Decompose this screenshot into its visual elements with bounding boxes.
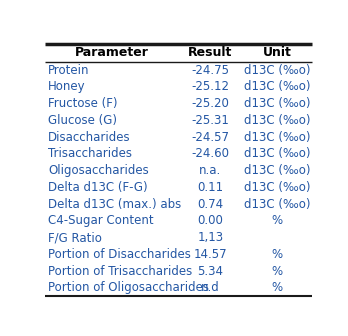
Text: d13C (‰o): d13C (‰o) bbox=[244, 97, 310, 110]
Text: d13C (‰o): d13C (‰o) bbox=[244, 64, 310, 77]
Text: Oligosaccharides: Oligosaccharides bbox=[48, 164, 149, 177]
Text: Honey: Honey bbox=[48, 80, 86, 93]
Text: d13C (‰o): d13C (‰o) bbox=[244, 148, 310, 160]
Text: C4-Sugar Content: C4-Sugar Content bbox=[48, 214, 154, 227]
Text: 0.11: 0.11 bbox=[197, 181, 223, 194]
Text: Parameter: Parameter bbox=[75, 46, 149, 59]
Text: Protein: Protein bbox=[48, 64, 89, 77]
Text: -24.75: -24.75 bbox=[191, 64, 229, 77]
Text: Portion of Oligosaccharides: Portion of Oligosaccharides bbox=[48, 281, 209, 294]
Text: Delta d13C (max.) abs: Delta d13C (max.) abs bbox=[48, 198, 181, 211]
Text: -25.31: -25.31 bbox=[191, 114, 229, 127]
Text: 0.00: 0.00 bbox=[197, 214, 223, 227]
Text: d13C (‰o): d13C (‰o) bbox=[244, 181, 310, 194]
Text: %: % bbox=[271, 248, 283, 261]
Text: %: % bbox=[271, 264, 283, 278]
Text: d13C (‰o): d13C (‰o) bbox=[244, 114, 310, 127]
Text: F/G Ratio: F/G Ratio bbox=[48, 231, 102, 244]
Text: Fructose (F): Fructose (F) bbox=[48, 97, 118, 110]
Text: d13C (‰o): d13C (‰o) bbox=[244, 164, 310, 177]
Text: Portion of Disaccharides: Portion of Disaccharides bbox=[48, 248, 191, 261]
Text: 0.74: 0.74 bbox=[197, 198, 223, 211]
Text: d13C (‰o): d13C (‰o) bbox=[244, 80, 310, 93]
Text: -25.12: -25.12 bbox=[191, 80, 229, 93]
Text: d13C (‰o): d13C (‰o) bbox=[244, 198, 310, 211]
Text: 1,13: 1,13 bbox=[197, 231, 223, 244]
Text: -25.20: -25.20 bbox=[191, 97, 229, 110]
Text: 5.34: 5.34 bbox=[197, 264, 223, 278]
Text: d13C (‰o): d13C (‰o) bbox=[244, 131, 310, 143]
Text: Disaccharides: Disaccharides bbox=[48, 131, 131, 143]
Text: Glucose (G): Glucose (G) bbox=[48, 114, 117, 127]
Text: n.a.: n.a. bbox=[199, 164, 222, 177]
Text: Unit: Unit bbox=[263, 46, 292, 59]
Text: Portion of Trisaccharides: Portion of Trisaccharides bbox=[48, 264, 192, 278]
Text: %: % bbox=[271, 281, 283, 294]
Text: Trisaccharides: Trisaccharides bbox=[48, 148, 132, 160]
Text: -24.57: -24.57 bbox=[191, 131, 229, 143]
Text: Result: Result bbox=[188, 46, 232, 59]
Text: -24.60: -24.60 bbox=[191, 148, 229, 160]
Text: %: % bbox=[271, 214, 283, 227]
Text: 14.57: 14.57 bbox=[193, 248, 227, 261]
Text: n.d: n.d bbox=[201, 281, 220, 294]
Text: Delta d13C (F-G): Delta d13C (F-G) bbox=[48, 181, 148, 194]
